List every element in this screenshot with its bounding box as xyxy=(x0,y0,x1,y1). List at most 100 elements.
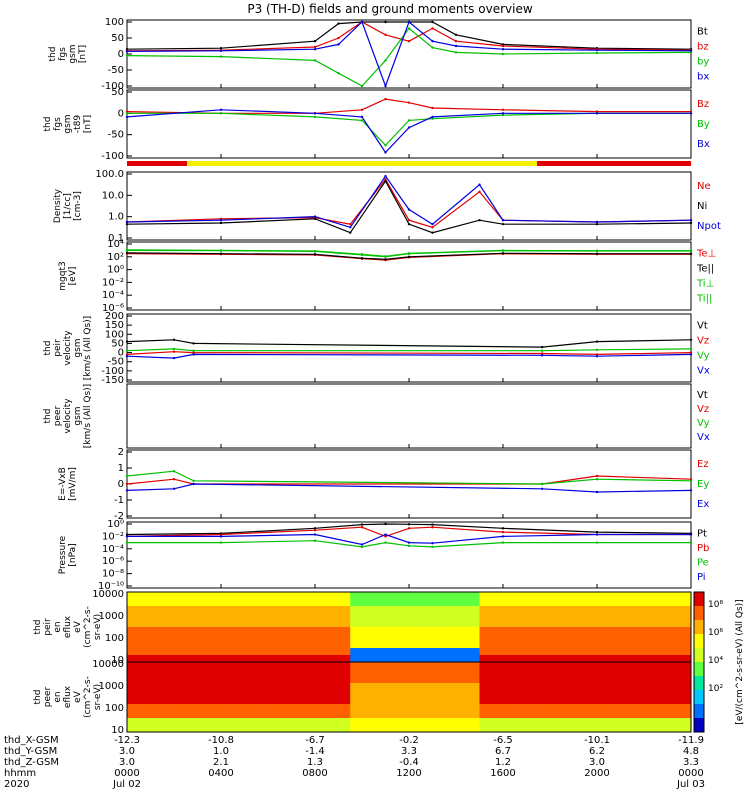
spectrogram-cell xyxy=(550,613,563,621)
spectrogram-cell xyxy=(608,592,621,600)
axis-row-value: 3.3 xyxy=(683,757,699,768)
legend-entry: Vx xyxy=(697,366,710,377)
ytick-label: 0 xyxy=(118,108,124,119)
spectrogram-cell xyxy=(420,606,433,614)
series-point-by xyxy=(313,59,317,62)
spectrogram-cell xyxy=(608,599,621,607)
spectrogram-cell xyxy=(585,592,598,600)
spectrogram-cell xyxy=(185,599,198,607)
panel-peir-velocity: thd peir velocity gsm [km/s (All Qs)] 2001501… xyxy=(43,311,710,386)
series-point-Pi xyxy=(219,535,223,538)
spectrogram-cell xyxy=(315,676,328,684)
series-point-Ni xyxy=(313,217,317,221)
series-point-Pt xyxy=(360,523,364,526)
spectrogram-cell xyxy=(550,599,563,607)
legend-entry: By xyxy=(697,119,710,130)
ylabel-line: velocity xyxy=(63,398,73,434)
series-point-Te|| xyxy=(407,255,411,258)
spectrogram-cell xyxy=(150,697,163,705)
series-point-Bt xyxy=(431,20,434,24)
spectrogram-cell xyxy=(397,697,410,705)
spectrogram-cell xyxy=(620,711,633,719)
spectrogram-cell xyxy=(444,711,457,719)
colorbar-label: [eV/(cm^2-s-sr-eV) (All Qs)] xyxy=(735,599,745,724)
spectrogram-cell xyxy=(373,697,386,705)
series-point-Te|| xyxy=(313,253,317,256)
spectrogram-cell xyxy=(585,620,598,628)
series-point-Npot xyxy=(431,222,434,226)
series-point-Te|| xyxy=(360,257,364,260)
spectrogram-cell xyxy=(655,683,668,691)
spectrogram-cell xyxy=(232,599,245,607)
spectrogram-cell xyxy=(597,613,610,621)
spectrogram-cell xyxy=(597,655,610,663)
spectrogram-cell xyxy=(162,725,175,733)
spectrogram-cell xyxy=(268,690,281,698)
spectrogram-cell xyxy=(550,606,563,614)
spectrogram-frame xyxy=(126,661,692,733)
series-point-Ni xyxy=(219,221,223,225)
spectrogram-cell xyxy=(174,620,187,628)
spectrogram-cell xyxy=(585,683,598,691)
spectrogram-cell xyxy=(479,599,492,607)
ytick-label: 1 xyxy=(118,463,124,474)
series-point-bx xyxy=(360,20,364,24)
spectrogram-cell xyxy=(244,592,257,600)
series-point-Ey xyxy=(689,479,693,482)
spectrogram-cell xyxy=(526,662,539,670)
spectrogram-cell xyxy=(420,676,433,684)
spectrogram-cell xyxy=(456,648,469,656)
time-tick-label: 1200 xyxy=(396,768,421,779)
spectrogram-cell xyxy=(244,641,257,649)
spectrogram-cell xyxy=(655,634,668,642)
spectrogram-cell xyxy=(362,662,375,670)
spectrogram-cell xyxy=(667,725,680,733)
spectrogram-cell xyxy=(209,592,222,600)
spectrogram-cell xyxy=(573,620,586,628)
spectrogram-cell xyxy=(479,704,492,712)
spectrogram-cell xyxy=(597,662,610,670)
spectrogram-cell xyxy=(538,662,551,670)
series-point-Ex xyxy=(689,489,693,492)
spectrogram-cell xyxy=(197,599,210,607)
spectrogram-cell xyxy=(279,634,292,642)
spectrogram-cell xyxy=(573,683,586,691)
spectrogram-cell xyxy=(444,634,457,642)
series-point-By xyxy=(431,117,434,120)
spectrogram-cell xyxy=(162,690,175,698)
spectrogram-cell xyxy=(174,648,187,656)
spectrogram-cell xyxy=(209,613,222,621)
spectrogram-cell xyxy=(291,620,304,628)
spectrogram-cell xyxy=(303,704,316,712)
spectrogram-cell xyxy=(315,613,328,621)
series-point-Pb xyxy=(219,533,223,536)
spectrogram-cell xyxy=(538,690,551,698)
spectrogram-cell xyxy=(185,676,198,684)
spectrogram-cell xyxy=(303,697,316,705)
spectrogram-cell xyxy=(514,606,527,614)
series-point-Ez xyxy=(172,478,176,481)
spectrogram-cell xyxy=(432,676,445,684)
spectrogram-cell xyxy=(162,683,175,691)
legend-entry: Ne xyxy=(697,181,711,192)
series-point-Ni xyxy=(384,179,387,183)
spectrogram-cell xyxy=(326,613,339,621)
spectrogram-cell xyxy=(256,683,269,691)
spectrogram-cell xyxy=(221,599,234,607)
spectrogram-cell xyxy=(679,662,692,670)
spectrogram-cell xyxy=(385,648,398,656)
spectrogram-cell xyxy=(150,634,163,642)
series-point-Pb xyxy=(360,526,364,529)
spectrogram-cell xyxy=(209,655,222,663)
series-point-Bz xyxy=(595,110,599,113)
series-point-bx xyxy=(689,49,693,52)
ytick-label: 10⁻¹⁰ xyxy=(98,581,124,592)
spectrogram-cell xyxy=(585,599,598,607)
spectrogram-cell xyxy=(197,592,210,600)
ytick-label: -150 xyxy=(101,375,124,386)
series-point-Vt xyxy=(192,342,195,345)
spectrogram-cell xyxy=(655,718,668,726)
spectrogram-cell xyxy=(479,718,492,726)
status-bar-segment-red-end xyxy=(537,161,691,166)
spectrogram-cell xyxy=(385,662,398,670)
